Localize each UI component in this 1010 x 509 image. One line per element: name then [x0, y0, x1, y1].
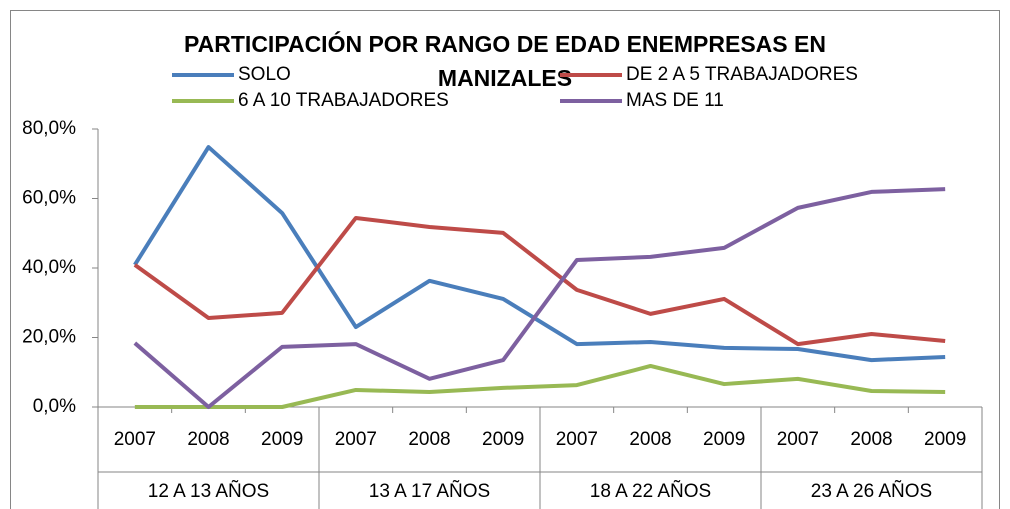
series-line: [134, 363, 946, 409]
y-tick-label: 20,0%: [22, 327, 76, 348]
x-tick-label: 2009: [924, 429, 966, 450]
x-tick-label: 2007: [114, 429, 156, 450]
x-tick-label: 2007: [556, 429, 598, 450]
x-tick-label: 2008: [629, 429, 671, 450]
x-tick-label: 2009: [703, 429, 745, 450]
group-label: 13 A 17 AÑOS: [369, 480, 490, 502]
x-tick-label: 2008: [187, 429, 229, 450]
chart-title: PARTICIPACIÓN POR RANGO DE EDAD ENEMPRES…: [184, 30, 826, 57]
series-line: [133, 187, 946, 409]
x-tick-label: 2007: [335, 429, 377, 450]
y-tick-label: 60,0%: [22, 188, 76, 209]
x-tick-label: 2007: [777, 429, 819, 450]
y-tick-label: 0,0%: [33, 396, 76, 417]
group-label: 18 A 22 AÑOS: [590, 480, 711, 502]
series-line: [133, 145, 946, 363]
group-label: 12 A 13 AÑOS: [148, 480, 269, 502]
x-tick-label: 2009: [261, 429, 303, 450]
group-label: 23 A 26 AÑOS: [811, 480, 932, 502]
legend-label: DE 2 A 5 TRABAJADORES: [626, 64, 858, 85]
y-tick-label: 80,0%: [22, 118, 76, 139]
x-tick-label: 2009: [482, 429, 524, 450]
legend-label: 6 A 10 TRABAJADORES: [238, 90, 449, 111]
y-tick-label: 40,0%: [22, 257, 76, 278]
series-line: [133, 215, 946, 347]
chart-title: MANIZALES: [438, 65, 572, 91]
x-tick-label: 2008: [850, 429, 892, 450]
chart-border: [10, 10, 1000, 509]
legend-label: MAS DE 11: [626, 90, 724, 111]
x-tick-label: 2008: [408, 429, 450, 450]
legend-label: SOLO: [238, 64, 291, 85]
